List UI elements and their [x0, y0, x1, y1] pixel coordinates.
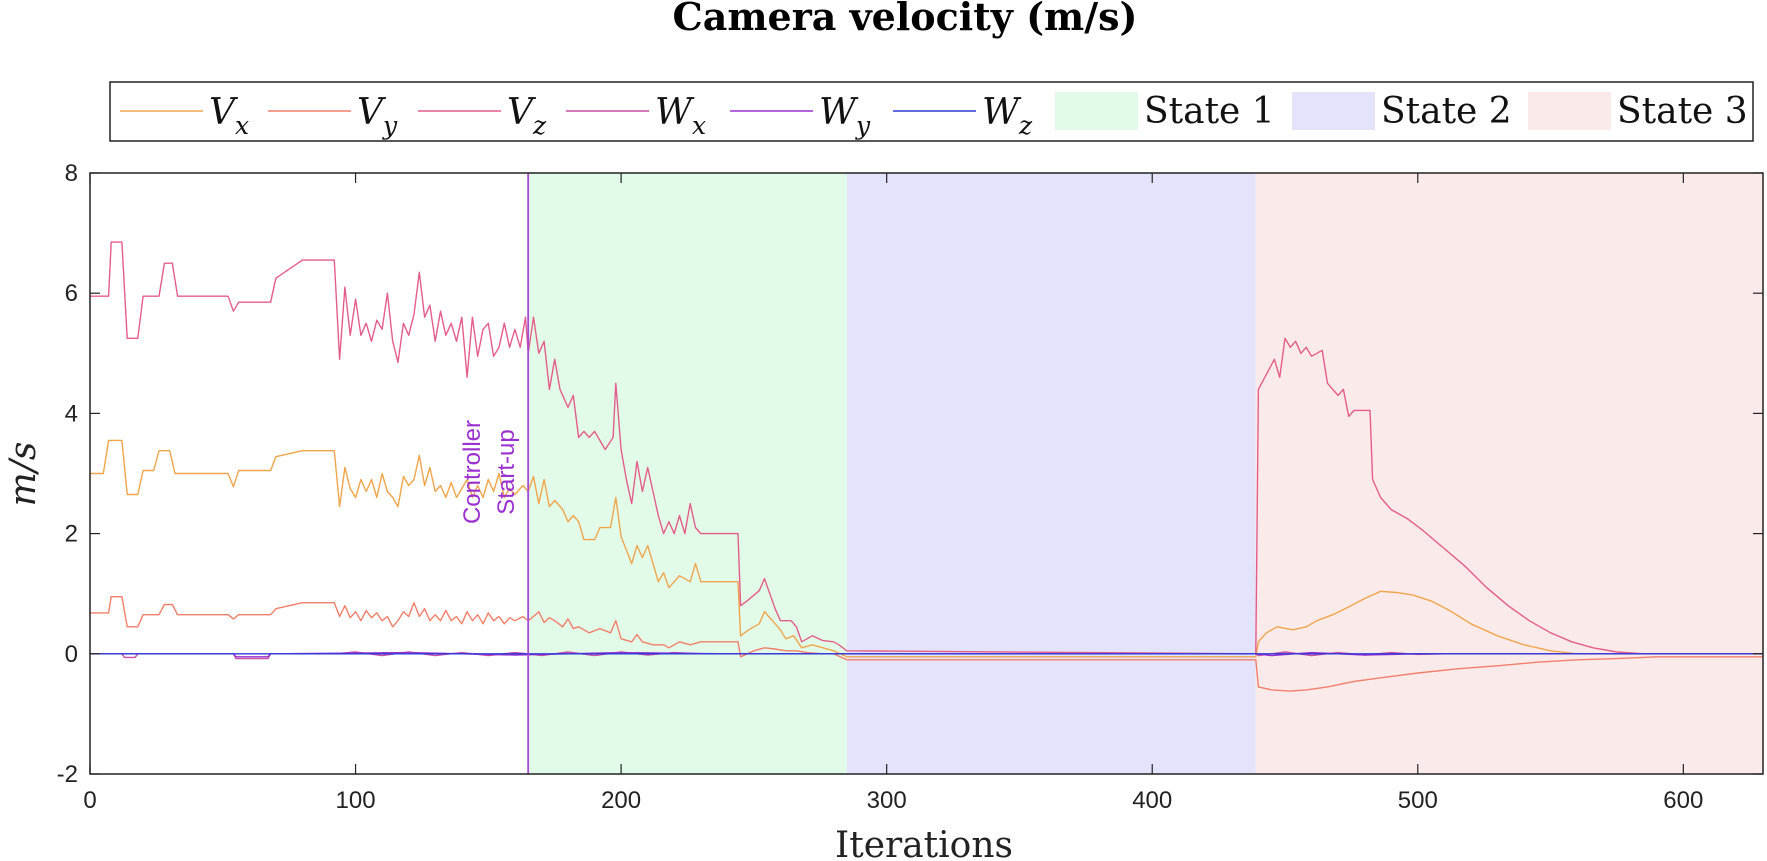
y-tick-label: 6 [65, 280, 78, 307]
y-tick-label: 8 [65, 160, 78, 187]
legend: Vx Vy Vz Wx Wy Wz State 1 State 2 State 3 [109, 81, 1754, 142]
series-line-vx [90, 439, 1763, 658]
region-state-1 [528, 173, 847, 774]
legend-swatch-state-2 [1292, 92, 1375, 130]
plot-frame [89, 172, 1764, 775]
legend-label-vx: Vx [209, 92, 249, 140]
series-line-vz [90, 241, 1763, 655]
x-tick-label: 500 [1398, 787, 1438, 814]
legend-swatch-state-3 [1528, 92, 1611, 130]
controller-startup-annotation: Controller Start-up [459, 420, 520, 524]
legend-swatch-state-1 [1055, 92, 1138, 130]
x-tick-label: 300 [867, 787, 907, 814]
y-tick-label: 4 [65, 400, 78, 427]
x-tick-label: 200 [601, 787, 641, 814]
y-tick-label: -2 [57, 761, 78, 788]
annotation-line-0: Controller [459, 420, 486, 524]
legend-label-state-2: State 2 [1381, 91, 1512, 132]
y-axis-ticks: -2 0 2 4 6 8 [57, 160, 1763, 788]
series-lines [90, 241, 1763, 692]
x-tick-label: 400 [1132, 787, 1172, 814]
chart-title: Camera velocity (m/s) [672, 0, 1137, 39]
x-tick-label: 0 [83, 787, 96, 814]
y-axis-label: m/s [3, 442, 44, 507]
state-regions [528, 173, 1763, 774]
annotation-line-1: Start-up [493, 429, 520, 514]
legend-label-state-3: State 3 [1617, 91, 1748, 132]
y-tick-label: 0 [65, 641, 78, 668]
x-tick-label: 600 [1663, 787, 1703, 814]
x-axis-ticks: 0 100 200 300 400 500 600 [83, 173, 1703, 814]
y-tick-label: 2 [65, 521, 78, 548]
legend-label-state-1: State 1 [1144, 91, 1275, 132]
region-state-2 [846, 173, 1256, 774]
x-axis-label: Iterations [835, 825, 1013, 861]
x-tick-label: 100 [336, 787, 376, 814]
region-state-3 [1255, 173, 1763, 774]
